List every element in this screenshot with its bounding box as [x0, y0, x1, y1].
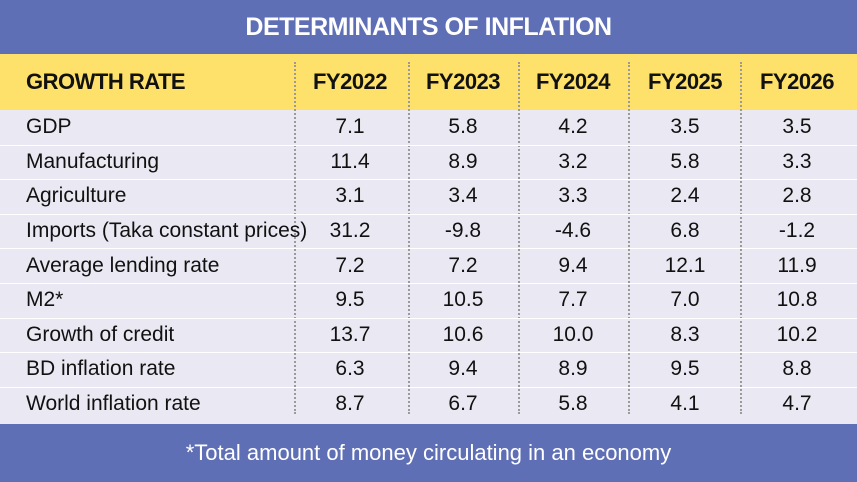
- table-cell-value: 8.3: [670, 322, 700, 346]
- column-divider: [628, 62, 630, 414]
- row-separator: [0, 213, 857, 215]
- table-cell-value: 8.9: [448, 149, 478, 173]
- table-cell-value: 6.7: [448, 392, 478, 416]
- header-fy2025: FY2025: [647, 69, 723, 94]
- table-cell-value: 4.1: [670, 392, 700, 416]
- column-divider: [408, 62, 410, 414]
- table-cell-value: -4.6: [554, 219, 592, 243]
- row-separator: [0, 352, 857, 354]
- table-cell-value: 6.3: [335, 357, 365, 381]
- table-cell-value: 10.0: [552, 322, 594, 346]
- table-cell-value: 9.5: [670, 357, 700, 381]
- table-cell-value: 4.2: [558, 115, 588, 139]
- table-cell-value: 8.7: [335, 392, 365, 416]
- row-label: GDP: [26, 115, 72, 139]
- header-growth-rate: GROWTH RATE: [26, 69, 186, 94]
- table-cell-value: 3.1: [335, 184, 365, 208]
- table-cell-value: 31.2: [329, 219, 371, 243]
- table-cell-value: 11.9: [777, 253, 817, 277]
- table-cell-value: 2.4: [670, 184, 700, 208]
- table-header-row: [0, 54, 857, 110]
- table-cell-value: 6.8: [670, 219, 700, 243]
- column-divider: [518, 62, 520, 414]
- table-cell-value: 10.6: [442, 322, 484, 346]
- table-cell-value: 3.3: [558, 184, 588, 208]
- table-cell-value: 13.7: [329, 322, 371, 346]
- footnote: *Total amount of money circulating in an…: [185, 440, 672, 465]
- table-cell-value: 8.9: [558, 357, 588, 381]
- table-cell-value: 10.8: [776, 288, 818, 312]
- row-separator: [0, 283, 857, 284]
- table-cell-value: 11.4: [330, 149, 370, 173]
- table-cell-value: 3.4: [448, 184, 478, 208]
- row-separator: [0, 144, 857, 146]
- table-cell-value: 9.4: [448, 357, 478, 381]
- column-divider: [294, 62, 296, 414]
- row-label: Imports (Taka constant prices): [26, 219, 308, 243]
- table-cell-value: 3.5: [670, 115, 700, 139]
- row-label: BD inflation rate: [26, 357, 176, 381]
- table-cell-value: 10.5: [442, 288, 484, 312]
- table-cell-value: 4.7: [782, 392, 812, 416]
- table-cell-value: 9.5: [335, 288, 365, 312]
- table-cell-value: -1.2: [778, 219, 816, 243]
- table-cell-value: 7.0: [670, 288, 700, 312]
- row-label: M2*: [26, 288, 64, 312]
- infographic-title: DETERMINANTS OF INFLATION: [245, 12, 612, 41]
- table-cell-value: 7.1: [335, 115, 365, 139]
- table-cell-value: 7.7: [558, 288, 588, 312]
- row-label: Manufacturing: [26, 149, 160, 173]
- table-cell-value: 10.2: [776, 322, 818, 346]
- row-label: Growth of credit: [26, 322, 175, 346]
- row-separator: [0, 317, 857, 319]
- row-separator: [0, 179, 857, 181]
- table-cell-value: -9.8: [444, 219, 482, 243]
- table-cell-value: 7.2: [448, 253, 478, 277]
- header-fy2026: FY2026: [759, 69, 835, 94]
- row-label: World inflation rate: [26, 392, 201, 416]
- table-cell-value: 7.2: [335, 253, 365, 277]
- table-cell-value: 9.4: [558, 253, 588, 277]
- table-cell-value: 5.8: [558, 392, 588, 416]
- row-separator: [0, 248, 857, 250]
- table-cell-value: 5.8: [448, 115, 478, 139]
- table-cell-value: 12.1: [664, 253, 706, 277]
- table-cell-value: 2.8: [782, 184, 812, 208]
- header-fy2022: FY2022: [312, 69, 388, 94]
- table-cell-value: 3.2: [558, 149, 588, 173]
- row-label: Average lending rate: [26, 253, 220, 277]
- table-cell-value: 3.3: [782, 149, 812, 173]
- table-cell-value: 5.8: [670, 149, 700, 173]
- header-fy2023: FY2023: [425, 69, 501, 94]
- table-cell-value: 3.5: [782, 115, 812, 139]
- row-separator: [0, 386, 857, 388]
- table-cell-value: 8.8: [782, 357, 812, 381]
- row-label: Agriculture: [26, 184, 127, 208]
- header-fy2024: FY2024: [535, 69, 611, 94]
- growth-rate-table: GROWTH RATE FY2022 FY2023 FY2024 FY2025 FY202…: [0, 54, 857, 424]
- column-divider: [740, 62, 742, 414]
